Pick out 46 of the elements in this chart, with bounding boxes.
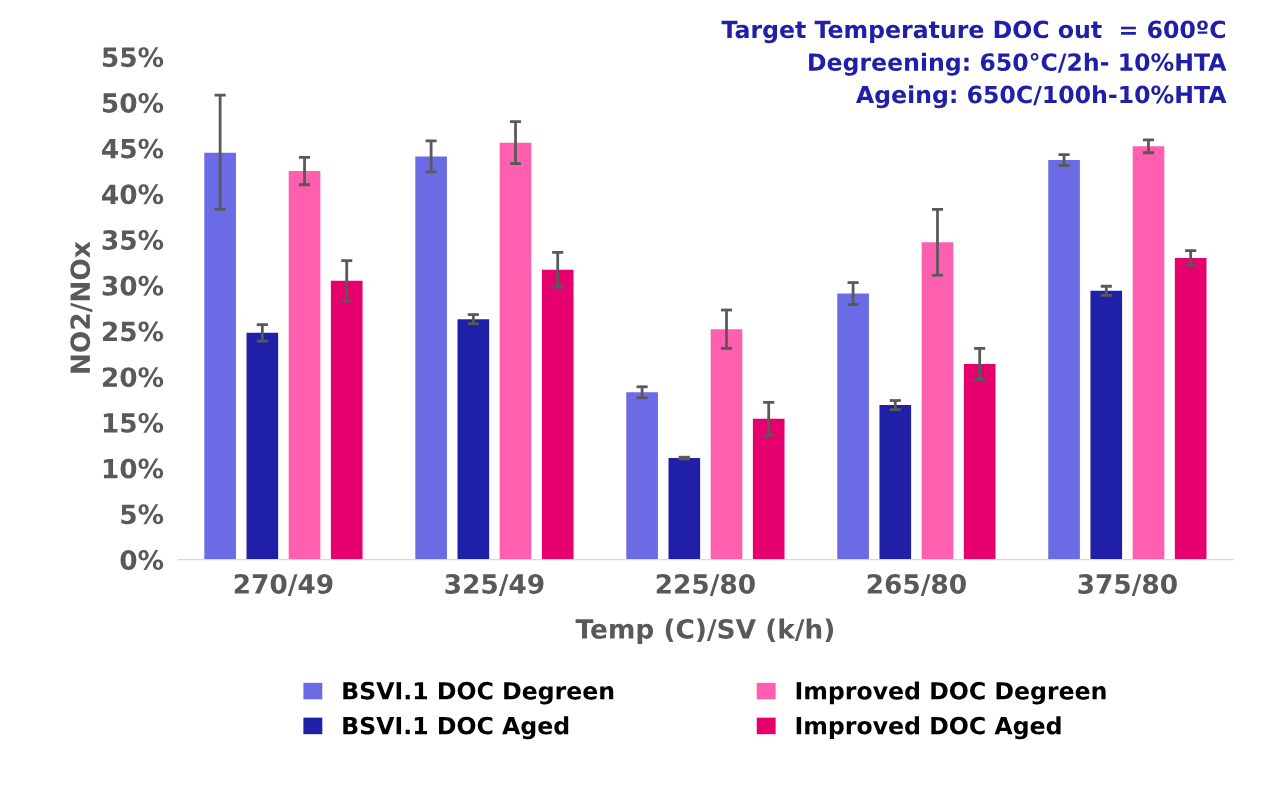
y-tick-label: 15% [103,412,164,433]
bar [457,319,490,560]
y-tick-label: 20% [102,367,164,388]
y-tick-label: 0% [120,550,164,570]
legend-label: Improved DOC Degreen [796,681,1106,705]
x-axis-title: Temp (C)/SV (k/h) [575,618,834,644]
text: Target Temperature DOC out = 600ºC [721,20,1226,44]
bar [288,171,321,560]
y-tick-label: 5% [121,504,164,525]
bar [415,156,447,560]
annotation: Degreening: 650°C/2h- 10%HTA [809,52,1227,76]
bar [963,363,996,560]
bar [1132,146,1165,560]
x-tick-label: 265/80 [867,573,966,596]
bar [246,332,279,560]
y-tick-label: 10% [103,458,164,479]
bar [879,405,912,560]
y-tick-label: 25% [102,321,164,342]
bar [1090,290,1123,560]
annotation: Ageing: 650C/100h-10%HTA [856,85,1227,109]
bar [541,269,574,560]
legend-label: Improved DOC Aged [796,716,1061,740]
bar [921,242,954,560]
bar [668,458,701,560]
legend-label: BSVI.1 DOC Aged [343,716,569,740]
x-tick-label: 325/49 [445,573,544,596]
bar [837,293,869,560]
y-tick-label: 50% [102,92,164,113]
bar [1048,160,1080,560]
bar [626,392,658,560]
y-tick-label: 40% [102,184,164,205]
y-tick-label: 45% [102,138,164,159]
bar [499,142,532,560]
x-tick-label: 375/80 [1078,573,1177,596]
bar [204,152,236,560]
x-tick-label: 270/49 [234,573,333,596]
y-axis-title: NO2/NOx [70,241,93,373]
y-tick-label: 55% [102,47,164,68]
y-tick-label: 35% [102,230,164,251]
legend-label: BSVI.1 DOC Degreen [343,681,614,705]
bar [330,280,363,560]
bar [752,418,785,560]
bar [710,329,743,560]
y-tick-label: 30% [102,275,164,296]
x-tick-label: 225/80 [656,573,755,596]
bar [1174,257,1207,560]
